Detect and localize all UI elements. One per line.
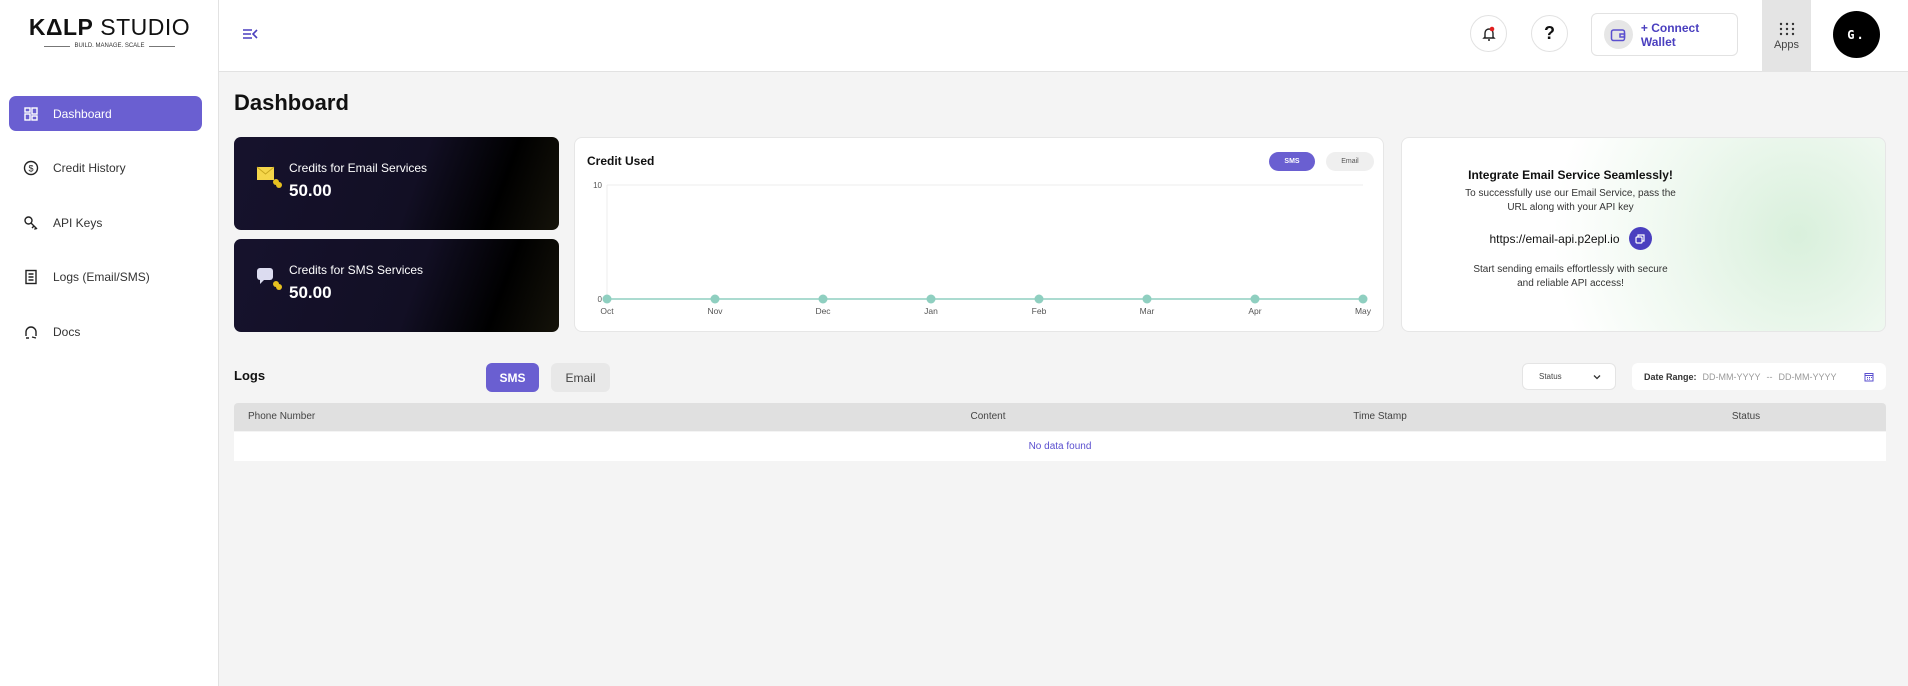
avatar-initial: G. <box>1847 27 1866 42</box>
empty-state: No data found <box>234 432 1886 461</box>
line-chart: 0 10 Oct Nov Dec Jan Feb Mar Apr May <box>593 181 1372 316</box>
sms-credit-icon <box>257 268 282 290</box>
sidebar-item-docs[interactable]: Docs <box>9 314 202 349</box>
help-button[interactable]: ? <box>1531 15 1568 52</box>
sidebar: KΔLP STUDIO BUILD. MANAGE. SCALE Dashboa… <box>0 0 219 686</box>
x-tick-label: Feb <box>1032 306 1047 316</box>
header: ? + Connect Wallet Apps G. <box>219 0 1908 72</box>
logs-tab-email[interactable]: Email <box>551 363 610 392</box>
status-select-value: Status <box>1539 372 1562 381</box>
sidebar-item-api-keys[interactable]: API Keys <box>9 205 202 240</box>
sidebar-item-label: Dashboard <box>53 106 112 121</box>
apps-grid-icon <box>1779 22 1794 35</box>
integrate-desc: To successfully use our Email Service, p… <box>1465 188 1676 199</box>
credit-value: 50.00 <box>289 283 332 302</box>
bell-icon <box>1481 26 1496 41</box>
y-tick-label: 10 <box>593 181 602 190</box>
integrate-desc: URL along with your API key <box>1507 202 1634 213</box>
dollar-circle-icon: $ <box>23 160 39 175</box>
logs-table-header: Phone Number Content Time Stamp Status <box>234 403 1886 431</box>
logs-title: Logs <box>234 368 266 383</box>
data-point <box>710 294 720 304</box>
date-to-input[interactable]: DD-MM-YYYY <box>1778 371 1837 382</box>
sidebar-item-label: API Keys <box>53 215 103 230</box>
sidebar-item-label: Credit History <box>53 160 126 175</box>
data-point <box>1034 294 1044 304</box>
sidebar-item-label: Docs <box>53 324 81 339</box>
sidebar-item-logs[interactable]: Logs (Email/SMS) <box>9 259 202 294</box>
x-tick-label: Dec <box>815 306 831 316</box>
integrate-card: Integrate Email Service Seamlessly! To s… <box>1401 137 1886 332</box>
date-range-picker[interactable]: Date Range: DD-MM-YYYY -- DD-MM-YYYY <box>1632 363 1886 390</box>
y-tick-label: 0 <box>598 295 603 304</box>
sms-credits-card: Credits for SMS Services 50.00 <box>234 239 559 332</box>
chart-toggle-email[interactable]: Email <box>1326 152 1374 171</box>
x-tick-label: Nov <box>707 306 723 316</box>
logs-tab-sms[interactable]: SMS <box>486 363 539 392</box>
copy-icon <box>1635 233 1645 244</box>
connect-wallet-button[interactable]: + Connect Wallet <box>1591 13 1738 56</box>
data-point <box>1142 294 1152 304</box>
avatar[interactable]: G. <box>1833 11 1880 58</box>
chevron-down-icon <box>1593 374 1601 379</box>
chart-title: Credit Used <box>587 154 655 168</box>
email-credits-card: Credits for Email Services 50.00 <box>234 137 559 230</box>
date-separator: -- <box>1766 371 1773 382</box>
apps-button[interactable]: Apps <box>1762 0 1811 72</box>
data-point <box>602 294 612 304</box>
collapse-menu-icon[interactable] <box>242 27 258 41</box>
credit-used-chart-card: Credit Used SMS Email 0 10 Oct Nov Dec Jan Feb… <box>574 137 1384 332</box>
column-header-timestamp: Time Stamp <box>1353 411 1407 422</box>
chart-toggle-sms[interactable]: SMS <box>1269 152 1315 171</box>
sidebar-item-label: Logs (Email/SMS) <box>53 269 150 284</box>
page-title: Dashboard <box>234 90 349 115</box>
credit-value: 50.00 <box>289 181 332 200</box>
status-select[interactable]: Status <box>1522 363 1616 390</box>
x-tick-label: Mar <box>1140 306 1155 316</box>
column-header-phone: Phone Number <box>248 411 316 422</box>
grid-icon <box>24 106 38 121</box>
docs-icon <box>25 325 37 339</box>
api-url: https://email-api.p2epl.io <box>1489 231 1620 246</box>
copy-url-button[interactable] <box>1628 227 1652 250</box>
notification-button[interactable] <box>1470 15 1507 52</box>
logo-name-light: STUDIO <box>93 14 191 40</box>
help-icon: ? <box>1544 23 1555 43</box>
integrate-footer: Start sending emails effortlessly with s… <box>1473 264 1668 275</box>
column-header-status: Status <box>1731 411 1761 422</box>
x-tick-label: Jan <box>924 306 938 316</box>
date-range-label: Date Range: <box>1644 371 1697 382</box>
x-tick-label: May <box>1355 306 1372 316</box>
logo: KΔLP STUDIO BUILD. MANAGE. SCALE <box>0 14 219 49</box>
svg-text:$: $ <box>28 163 33 173</box>
calendar-icon[interactable] <box>1864 372 1874 382</box>
integrate-title: Integrate Email Service Seamlessly! <box>1468 168 1673 182</box>
logo-name: KΔLP <box>28 14 94 40</box>
sidebar-item-dashboard[interactable]: Dashboard <box>9 96 202 131</box>
x-tick-label: Oct <box>600 306 614 316</box>
credit-label: Credits for Email Services <box>289 161 428 175</box>
data-point <box>818 294 828 304</box>
x-tick-label: Apr <box>1248 306 1261 316</box>
document-icon <box>25 269 37 284</box>
wallet-icon <box>1604 20 1633 49</box>
data-point <box>926 294 936 304</box>
logo-tagline: BUILD. MANAGE. SCALE <box>74 43 145 49</box>
date-from-input[interactable]: DD-MM-YYYY <box>1702 371 1761 382</box>
column-header-content: Content <box>970 411 1006 422</box>
sidebar-item-credit-history[interactable]: $ Credit History <box>9 150 202 185</box>
apps-label: Apps <box>1773 38 1800 51</box>
credit-label: Credits for SMS Services <box>289 263 424 277</box>
data-point <box>1358 294 1368 304</box>
key-icon <box>24 215 38 230</box>
integrate-footer: and reliable API access! <box>1517 278 1624 289</box>
data-point <box>1250 294 1260 304</box>
email-credit-icon <box>256 166 282 188</box>
connect-wallet-label: + Connect Wallet <box>1640 20 1700 49</box>
